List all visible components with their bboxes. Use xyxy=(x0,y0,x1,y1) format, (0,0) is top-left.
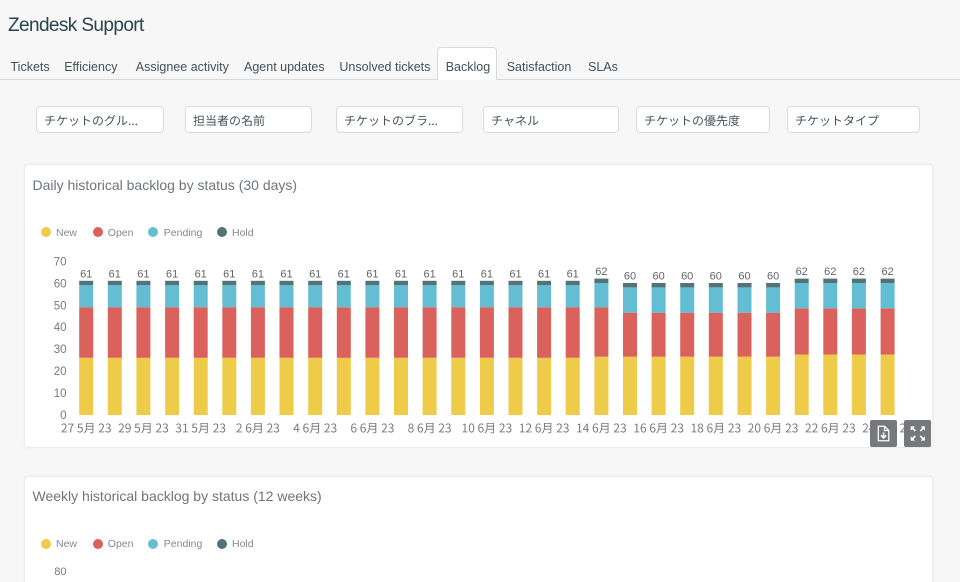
svg-text:10: 10 xyxy=(54,388,67,400)
svg-text:50: 50 xyxy=(54,300,67,312)
svg-text:61: 61 xyxy=(423,268,435,280)
svg-text:61: 61 xyxy=(137,268,149,280)
svg-text:62: 62 xyxy=(881,266,893,278)
svg-text:62: 62 xyxy=(796,266,808,278)
svg-text:30: 30 xyxy=(54,344,67,356)
svg-text:62: 62 xyxy=(595,266,607,278)
svg-text:60: 60 xyxy=(54,278,67,290)
svg-text:61: 61 xyxy=(309,268,321,280)
svg-text:40: 40 xyxy=(54,322,67,334)
svg-text:61: 61 xyxy=(252,268,264,280)
svg-text:61: 61 xyxy=(452,268,464,280)
svg-text:61: 61 xyxy=(509,268,521,280)
svg-text:60: 60 xyxy=(738,271,750,283)
svg-text:60: 60 xyxy=(652,271,664,283)
svg-text:61: 61 xyxy=(481,268,493,280)
svg-text:61: 61 xyxy=(395,268,407,280)
svg-text:62: 62 xyxy=(824,266,836,278)
svg-text:61: 61 xyxy=(166,268,178,280)
svg-text:61: 61 xyxy=(338,268,350,280)
svg-text:60: 60 xyxy=(624,271,636,283)
svg-text:61: 61 xyxy=(280,268,292,280)
svg-text:0: 0 xyxy=(60,410,66,422)
svg-text:60: 60 xyxy=(767,271,779,283)
svg-text:70: 70 xyxy=(54,256,67,268)
svg-text:61: 61 xyxy=(538,268,550,280)
svg-text:61: 61 xyxy=(109,268,121,280)
svg-text:61: 61 xyxy=(223,268,235,280)
svg-text:61: 61 xyxy=(195,268,207,280)
svg-text:62: 62 xyxy=(853,266,865,278)
svg-text:60: 60 xyxy=(710,271,722,283)
svg-text:61: 61 xyxy=(80,268,92,280)
svg-text:61: 61 xyxy=(366,268,378,280)
svg-text:60: 60 xyxy=(681,271,693,283)
svg-text:61: 61 xyxy=(567,268,579,280)
svg-text:20: 20 xyxy=(54,366,67,378)
